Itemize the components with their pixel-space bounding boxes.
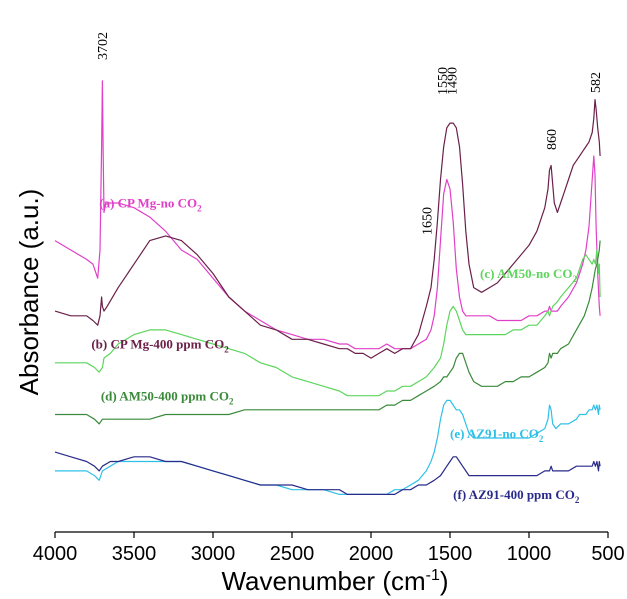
x-tick-label: 2000	[349, 543, 394, 565]
series-line-c	[55, 249, 601, 397]
series-label-text: (d) AM50-400 ppm CO	[101, 388, 229, 403]
series-label-subscript: 2	[197, 204, 202, 214]
series-label-text: (a) CP Mg-no CO	[99, 196, 197, 211]
series-label-subscript: 2	[224, 345, 229, 355]
x-axis-title-end: )	[440, 566, 449, 596]
x-tick-label: 4000	[33, 543, 78, 565]
series-label-subscript: 2	[572, 274, 577, 284]
x-tick-label: 2500	[270, 543, 315, 565]
series-label-f: (f) AZ91-400 ppm CO2	[453, 487, 580, 505]
peak-label-1650: 1650	[420, 207, 435, 235]
series-line-e	[55, 399, 601, 495]
series-label-text: (c) AM50-no CO	[480, 266, 572, 281]
series-label-subscript: 2	[539, 434, 544, 444]
peak-label-3702: 3702	[96, 32, 111, 60]
series-label-b: (b) CP Mg-400 ppm CO2	[91, 337, 229, 355]
peak-label-582: 582	[589, 72, 604, 93]
y-axis-title: Absorbance (a.u.)	[14, 189, 44, 396]
x-tick-label: 3500	[112, 543, 157, 565]
x-axis-title-main: Wavenumber (cm	[221, 566, 425, 596]
series-label-layer: (a) CP Mg-no CO2(b) CP Mg-400 ppm CO2(c)…	[91, 196, 580, 505]
peak-label-860: 860	[545, 129, 560, 150]
x-axis-title: Wavenumber (cm-1)	[221, 566, 448, 596]
x-tick-label: 500	[591, 543, 624, 565]
series-label-text: (e) AZ91-no CO	[450, 426, 539, 441]
x-axis: 4000 3500 3000 2500 2000 1500 1000 500	[33, 531, 625, 565]
series-label-subscript: 2	[575, 495, 580, 505]
series-line-d	[55, 240, 601, 425]
series-label-text: (f) AZ91-400 ppm CO	[453, 487, 575, 502]
x-axis-title-superscript: -1	[426, 567, 440, 584]
peak-label-1550: 1550	[436, 67, 451, 95]
series-layer	[54, 80, 601, 495]
peak-label-1490: 1490	[446, 67, 461, 95]
series-line-a	[54, 80, 601, 350]
x-tick-label: 3000	[191, 543, 236, 565]
x-tick-label: 1000	[507, 543, 552, 565]
series-label-subscript: 2	[229, 396, 234, 406]
series-line-b	[54, 99, 601, 359]
x-tick-label: 1500	[428, 543, 473, 565]
series-label-a: (a) CP Mg-no CO2	[99, 196, 202, 214]
series-label-c: (c) AM50-no CO2	[480, 266, 577, 284]
series-label-d: (d) AM50-400 ppm CO2	[101, 388, 234, 406]
series-label-text: (b) CP Mg-400 ppm CO	[91, 337, 224, 352]
series-line-f	[54, 451, 601, 495]
series-label-e: (e) AZ91-no CO2	[450, 426, 544, 444]
